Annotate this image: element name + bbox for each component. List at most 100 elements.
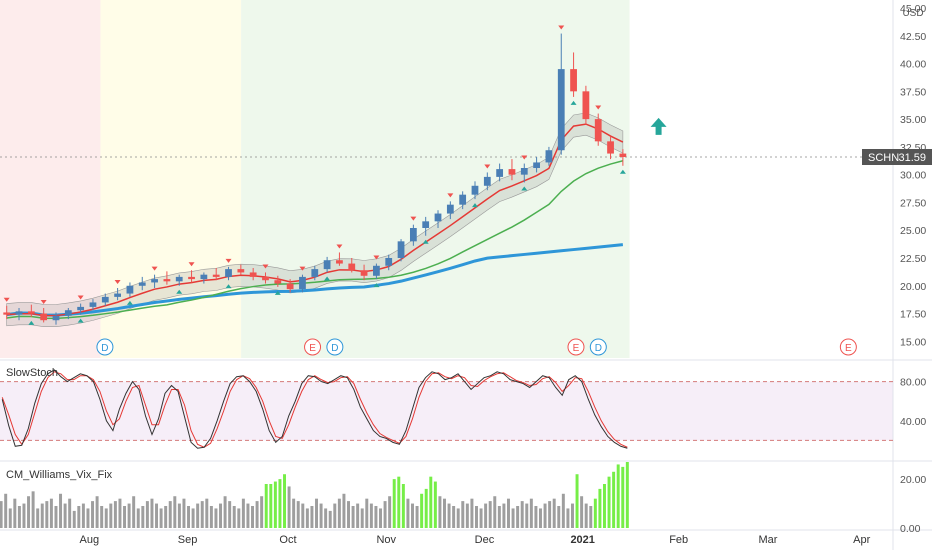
bottom-signal-marker — [373, 283, 380, 288]
candle-body — [385, 258, 393, 266]
vix-bar — [529, 498, 533, 528]
bottom-signal-marker — [176, 289, 183, 294]
earnings-marker-label: E — [573, 343, 580, 354]
vix-bar — [333, 503, 337, 528]
vix-bar — [461, 501, 465, 528]
vix-bar — [315, 498, 318, 528]
price-tick-label: 42.50 — [900, 31, 926, 43]
vix-bar — [63, 503, 67, 528]
vix-bar — [324, 508, 328, 528]
candle-body — [27, 311, 35, 314]
vix-bar — [621, 466, 625, 528]
candlesticks — [3, 25, 627, 325]
vix-bar — [301, 503, 305, 528]
vix-bar — [77, 506, 81, 528]
candle-body — [151, 279, 158, 283]
vix-bar — [273, 481, 277, 528]
dividend-marker — [326, 338, 344, 356]
vix-bar — [356, 503, 360, 528]
price-tick-label: 25.00 — [900, 225, 926, 237]
vix-bar — [145, 501, 149, 528]
vix-bar — [205, 498, 209, 528]
vix-bar — [200, 501, 204, 528]
vix-tick-label: 0.00 — [900, 523, 921, 535]
up-arrow-icon — [650, 117, 667, 135]
price-tick-label: 20.00 — [900, 281, 926, 293]
vix-bar — [502, 503, 506, 528]
vix-bar — [497, 506, 501, 528]
stoch-d-line — [1, 371, 628, 448]
bottom-signal-marker — [521, 186, 528, 191]
vix-bar — [22, 503, 26, 528]
top-signal-marker — [77, 295, 84, 300]
top-signal-marker — [114, 280, 121, 284]
vix-bar — [127, 503, 131, 528]
vix-bar — [109, 503, 113, 528]
vix-bar — [255, 501, 259, 528]
vix-bar — [287, 486, 291, 528]
vix-bar — [191, 508, 195, 528]
dividend-marker-label: D — [101, 343, 108, 354]
candle-body — [64, 310, 72, 316]
vix-bar — [566, 508, 570, 528]
vix-bar — [552, 498, 556, 528]
vix-bar — [401, 484, 405, 528]
price-tag-bg — [862, 149, 932, 165]
vix-bar — [168, 501, 172, 528]
event-markers: D D DE E E — [96, 117, 857, 356]
candle-body — [520, 168, 528, 175]
vix-bar — [81, 503, 85, 528]
top-signal-marker — [484, 164, 491, 169]
price-tick-label: 30.00 — [900, 170, 926, 182]
vix-fix-label: CM_Williams_Vix_Fix — [6, 469, 113, 481]
vix-bar — [155, 503, 159, 528]
candle-body — [422, 221, 430, 228]
x-tick-label: 2021 — [570, 534, 594, 546]
vix-bar — [100, 506, 104, 528]
vix-bar — [397, 476, 401, 528]
vix-bar — [219, 503, 223, 528]
vix-bar — [351, 506, 355, 528]
vix-bar — [141, 506, 145, 528]
price-tick-label: 15.00 — [900, 336, 926, 348]
vix-bar — [580, 496, 584, 528]
vix-bar — [305, 508, 309, 528]
vix-bar — [493, 496, 497, 528]
candle-body — [323, 260, 331, 270]
top-signal-marker — [373, 255, 380, 260]
vix-bar — [86, 508, 90, 528]
price-tick-label: 17.50 — [900, 309, 926, 321]
price-tag: SCHN 31.59 — [862, 149, 932, 165]
vix-bar — [488, 501, 492, 528]
vix-bar — [337, 498, 341, 528]
vix-bar — [360, 508, 364, 528]
vix-bar — [159, 508, 163, 528]
bottom-signal-marker — [274, 290, 281, 295]
vix-bar — [27, 496, 31, 528]
candle-body — [299, 276, 306, 290]
vix-bar — [72, 510, 76, 528]
top-signal-marker — [151, 266, 158, 271]
x-tick-label: Sep — [178, 534, 198, 546]
candle-body — [336, 260, 343, 264]
top-signal-marker — [3, 297, 10, 302]
sma-mid-line — [6, 160, 624, 320]
vix-bar — [475, 506, 478, 528]
vix-bar — [557, 506, 561, 528]
vix-bar — [0, 501, 3, 528]
vix-bar — [150, 498, 154, 528]
candle-body — [360, 270, 368, 276]
bottom-signal-marker — [77, 318, 84, 323]
candle-body — [607, 141, 614, 154]
vix-bar — [296, 501, 300, 528]
vix-bar — [251, 506, 255, 528]
vix-bar — [136, 508, 140, 528]
vix-bar — [278, 479, 282, 528]
candle-body — [114, 293, 121, 297]
candle-body — [101, 296, 109, 303]
bottom-signal-marker — [126, 300, 133, 305]
vix-bar — [283, 474, 286, 528]
candle-body — [471, 185, 479, 195]
currency-label: USD — [902, 8, 923, 19]
